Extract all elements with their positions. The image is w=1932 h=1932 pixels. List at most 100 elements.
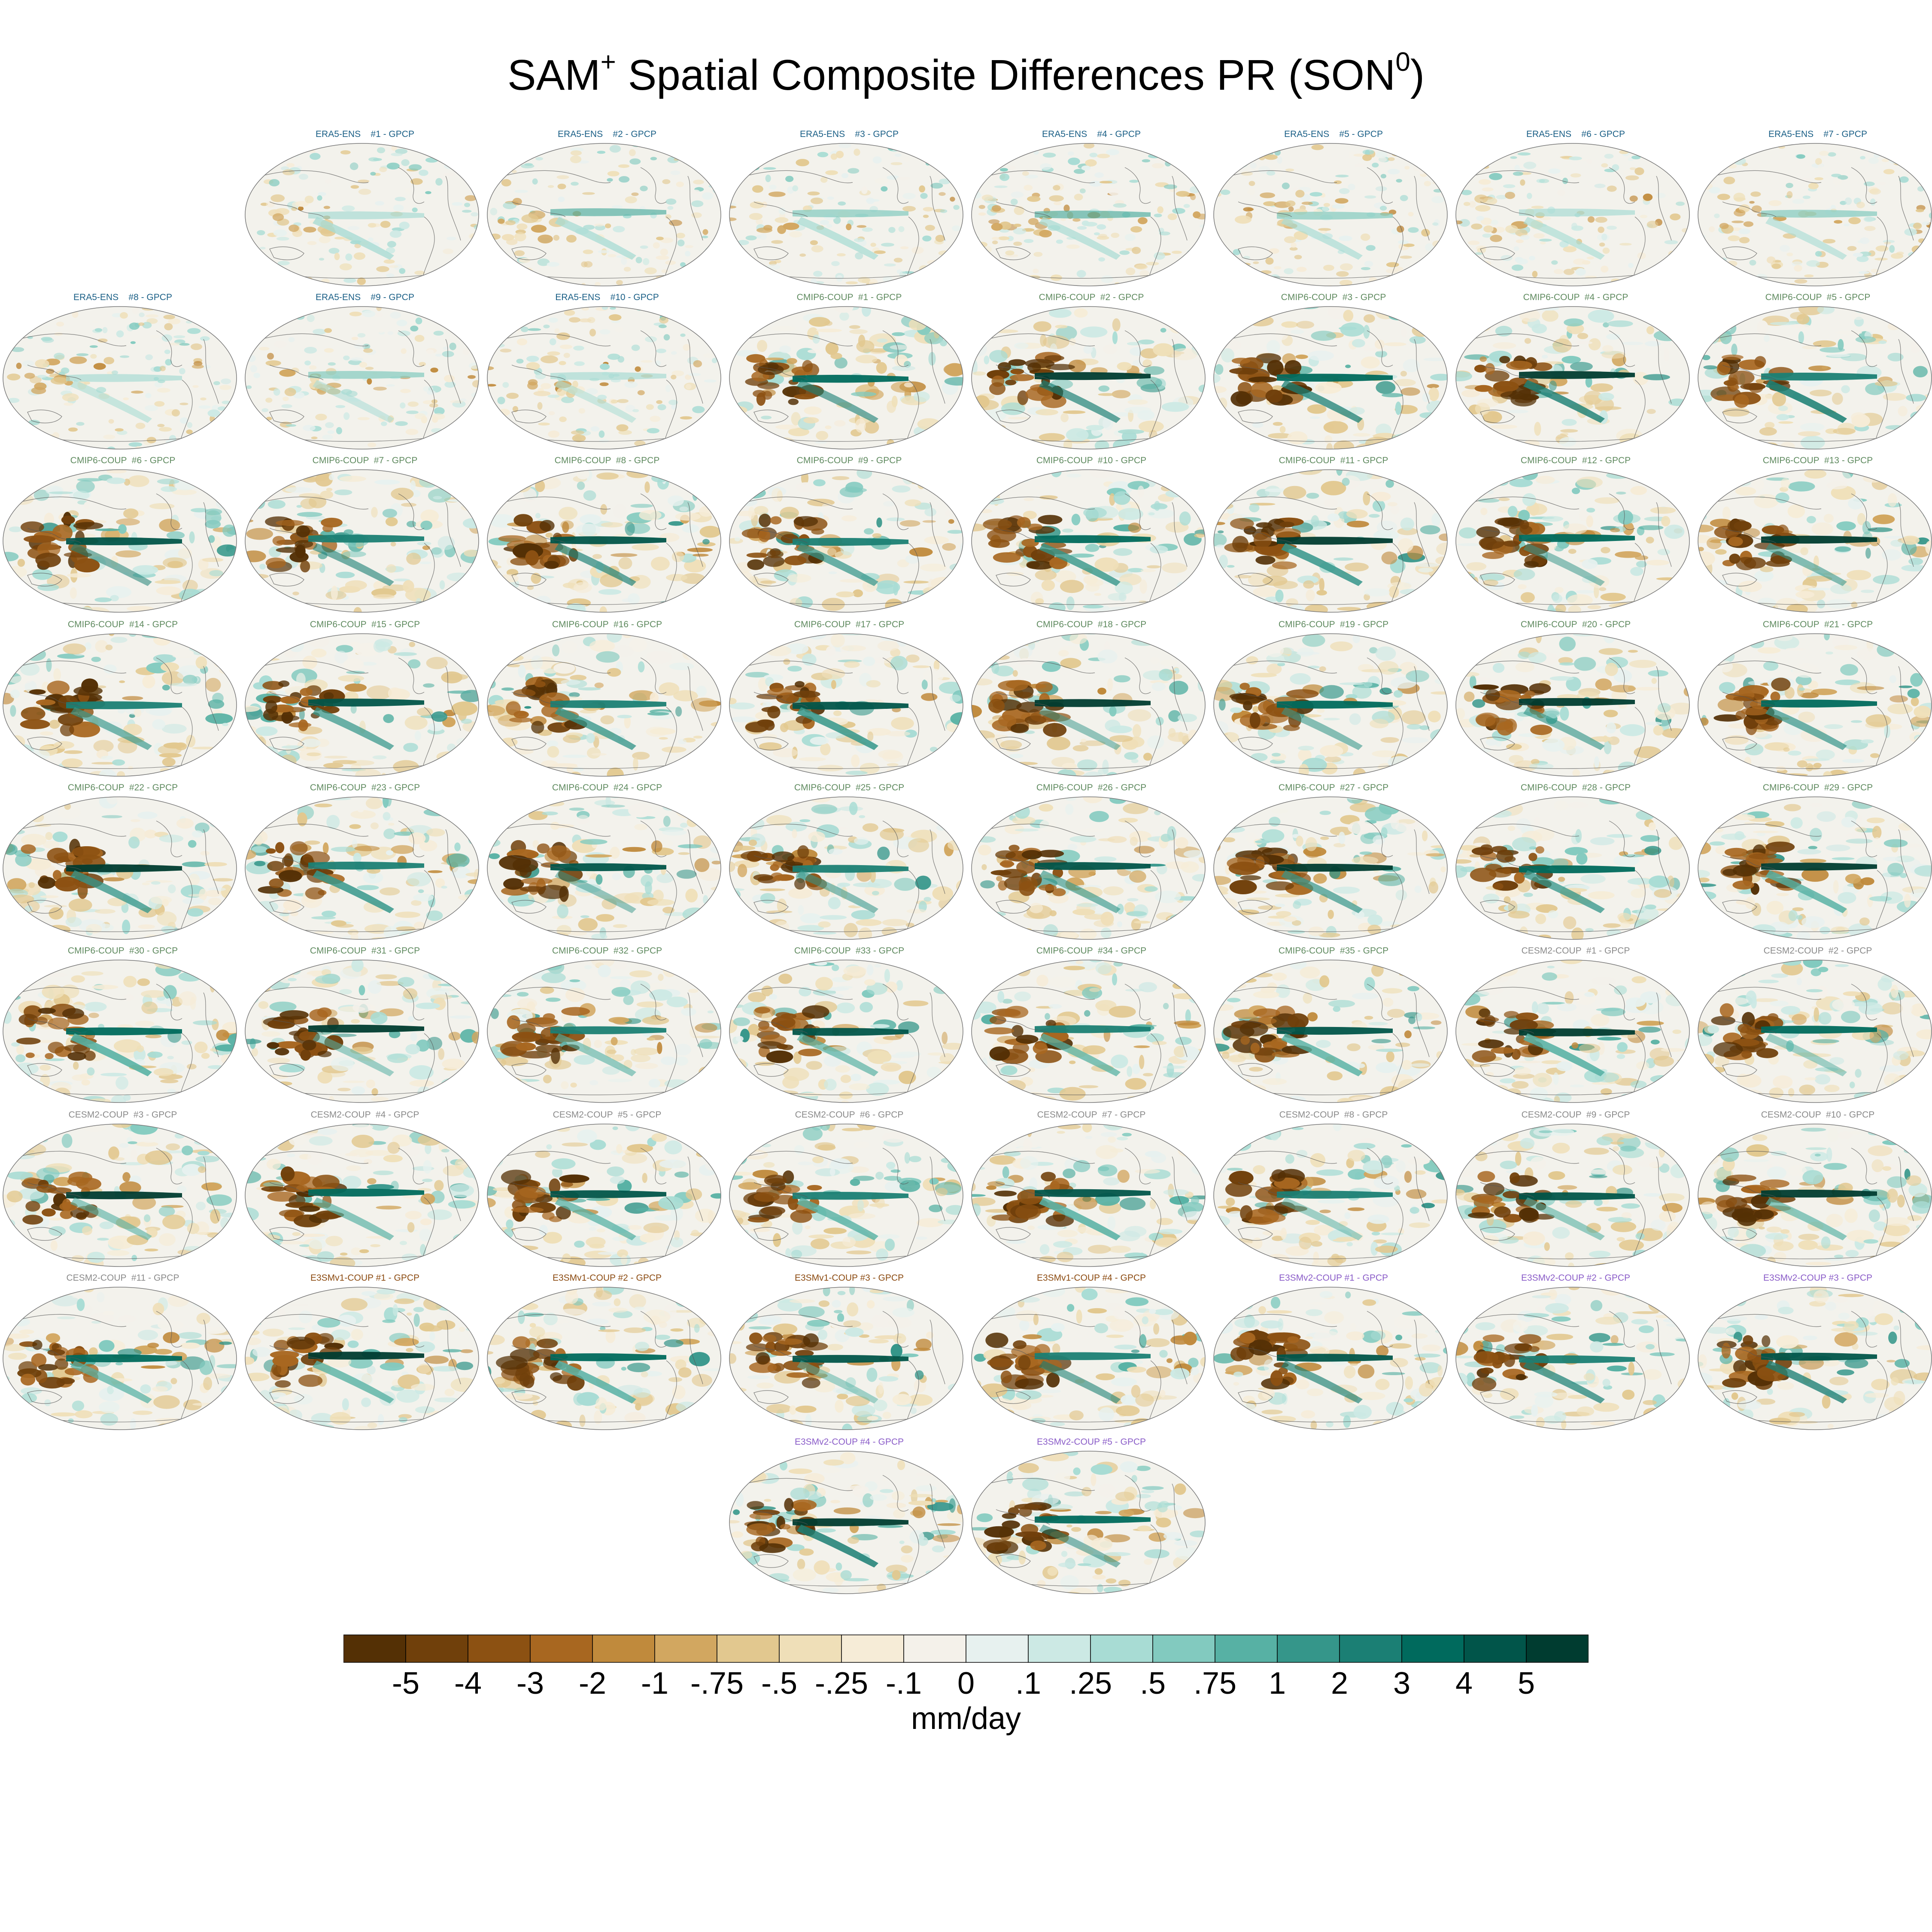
map-panel: CMIP6-COUP #17 - GPCP: [728, 619, 970, 782]
panel-label: CMIP6-COUP #32 - GPCP: [552, 946, 662, 956]
map-panel: CMIP6-COUP #24 - GPCP: [486, 782, 728, 945]
global-map: [1455, 143, 1690, 286]
panel-label: CESM2-COUP #9 - GPCP: [1521, 1110, 1630, 1120]
map-panel: ERA5-ENS #10 - GPCP: [486, 292, 728, 455]
colorbar-tick-label: -4: [454, 1666, 482, 1701]
global-map: [729, 960, 963, 1103]
panel-label: CMIP6-COUP #26 - GPCP: [1036, 783, 1147, 793]
map-panel: CESM2-COUP #6 - GPCP: [728, 1109, 970, 1273]
map-panel: E3SMv2-COUP #5 - GPCP: [970, 1437, 1212, 1600]
map-panel: CMIP6-COUP #32 - GPCP: [486, 945, 728, 1109]
panel-label: CMIP6-COUP #5 - GPCP: [1765, 292, 1871, 302]
colorbar-tick-label: .75: [1193, 1666, 1237, 1701]
panel-label: CMIP6-COUP #4 - GPCP: [1523, 292, 1628, 302]
colorbar-segment: [592, 1634, 655, 1663]
panel-label: E3SMv1-COUP #2 - GPCP: [552, 1273, 662, 1283]
panel-label: CESM2-COUP #10 - GPCP: [1761, 1110, 1875, 1120]
global-map: [1213, 796, 1448, 940]
map-panel: CMIP6-COUP #9 - GPCP: [728, 455, 970, 618]
map-panel: ERA5-ENS #3 - GPCP: [728, 129, 970, 292]
map-panel: CESM2-COUP #2 - GPCP: [1697, 945, 1932, 1109]
panel-label: ERA5-ENS #3 - GPCP: [800, 129, 899, 139]
global-map: [971, 1451, 1206, 1594]
global-map: [1213, 1124, 1448, 1267]
map-panel: CMIP6-COUP #19 - GPCP: [1212, 619, 1455, 782]
panel-label: CMIP6-COUP #23 - GPCP: [310, 783, 420, 793]
global-map: [245, 633, 479, 777]
colorbar-tick-label: 0: [957, 1666, 975, 1701]
colorbar-segment: [654, 1634, 717, 1663]
panel-label: E3SMv2-COUP #5 - GPCP: [1036, 1437, 1146, 1447]
map-panel: CESM2-COUP #10 - GPCP: [1697, 1109, 1932, 1273]
panel-label: CESM2-COUP #3 - GPCP: [68, 1110, 177, 1120]
map-panel: CMIP6-COUP #23 - GPCP: [244, 782, 486, 945]
global-map: [487, 306, 721, 450]
panel-label: CMIP6-COUP #17 - GPCP: [794, 620, 905, 629]
global-map: [971, 143, 1206, 286]
panel-label: CMIP6-COUP #24 - GPCP: [552, 783, 662, 793]
global-map: [245, 306, 479, 450]
panel-label: CESM2-COUP #6 - GPCP: [795, 1110, 904, 1120]
global-map: [1213, 469, 1448, 613]
global-map: [245, 1124, 479, 1267]
colorbar-segment: [468, 1634, 531, 1663]
global-map: [1213, 306, 1448, 450]
colorbar-tick-label: 1: [1268, 1666, 1286, 1701]
map-panel: ERA5-ENS #8 - GPCP: [2, 292, 244, 455]
global-map: [3, 306, 237, 450]
panel-label: CESM2-COUP #7 - GPCP: [1037, 1110, 1146, 1120]
panel-label: CESM2-COUP #8 - GPCP: [1279, 1110, 1388, 1120]
global-map: [487, 143, 721, 286]
global-map: [245, 796, 479, 940]
colorbar-segment: [841, 1634, 904, 1663]
page-title: SAM+ Spatial Composite Differences PR (S…: [507, 47, 1425, 99]
map-panel: CMIP6-COUP #30 - GPCP: [2, 945, 244, 1109]
global-map: [729, 796, 963, 940]
map-panel: CMIP6-COUP #4 - GPCP: [1455, 292, 1697, 455]
global-map: [487, 633, 721, 777]
colorbar-segment: [1090, 1634, 1153, 1663]
colorbar-segment: [1215, 1634, 1278, 1663]
global-map: [3, 960, 237, 1103]
map-panel: ERA5-ENS #1 - GPCP: [244, 129, 486, 292]
colorbar-segment: [1464, 1634, 1527, 1663]
global-map: [1455, 633, 1690, 777]
panel-label: CMIP6-COUP #20 - GPCP: [1520, 620, 1631, 629]
panel-label: CMIP6-COUP #2 - GPCP: [1039, 292, 1144, 302]
colorbar-segment: [1401, 1634, 1464, 1663]
global-map: [1698, 1287, 1932, 1430]
colorbar-segment: [530, 1634, 593, 1663]
global-map: [1213, 143, 1448, 286]
panel-label: ERA5-ENS #1 - GPCP: [316, 129, 414, 139]
global-map: [1455, 469, 1690, 613]
map-panel: CMIP6-COUP #29 - GPCP: [1697, 782, 1932, 945]
colorbar-ticks: -5 -4 -3 -2 -1 -.75 -.5 -.25 -.1 0 .1 .25 .5 .75 1 2 3 4 5: [0, 1666, 1932, 1704]
colorbar-tick-label: 2: [1331, 1666, 1349, 1701]
panel-label: E3SMv2-COUP #4 - GPCP: [794, 1437, 904, 1447]
global-map: [971, 469, 1206, 613]
map-panel: CMIP6-COUP #22 - GPCP: [2, 782, 244, 945]
panel-label: CMIP6-COUP #34 - GPCP: [1036, 946, 1147, 956]
global-map: [1698, 306, 1932, 450]
map-panel: ERA5-ENS #4 - GPCP: [970, 129, 1212, 292]
colorbar-segment: [1339, 1634, 1402, 1663]
map-panel: CMIP6-COUP #7 - GPCP: [244, 455, 486, 618]
panel-label: E3SMv2-COUP #1 - GPCP: [1279, 1273, 1388, 1283]
panel-label: CMIP6-COUP #27 - GPCP: [1278, 783, 1389, 793]
global-map: [729, 143, 963, 286]
map-panel: CMIP6-COUP #3 - GPCP: [1212, 292, 1455, 455]
panel-label: CMIP6-COUP #1 - GPCP: [796, 292, 902, 302]
panel-label: E3SMv2-COUP #3 - GPCP: [1763, 1273, 1873, 1283]
panel-label: CMIP6-COUP #31 - GPCP: [310, 946, 420, 956]
map-panel: CMIP6-COUP #1 - GPCP: [728, 292, 970, 455]
map-panel: E3SMv1-COUP #1 - GPCP: [244, 1273, 486, 1436]
global-map: [1455, 796, 1690, 940]
map-panel: CMIP6-COUP #25 - GPCP: [728, 782, 970, 945]
panel-label: ERA5-ENS #4 - GPCP: [1042, 129, 1141, 139]
global-map: [3, 469, 237, 613]
map-panel: CMIP6-COUP #20 - GPCP: [1455, 619, 1697, 782]
colorbar-units-label: mm/day: [911, 1701, 1021, 1736]
panel-label: CMIP6-COUP #35 - GPCP: [1278, 946, 1389, 956]
global-map: [971, 796, 1206, 940]
global-map: [729, 1287, 963, 1430]
